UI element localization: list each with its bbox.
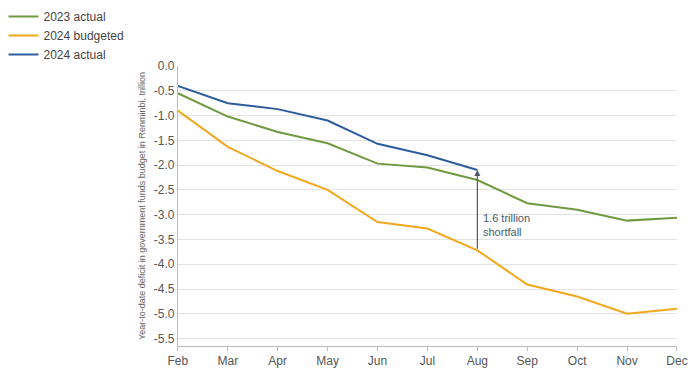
svg-text:-2.5: -2.5 <box>154 183 175 197</box>
svg-text:Dec: Dec <box>666 354 687 368</box>
svg-text:Mar: Mar <box>217 354 238 368</box>
svg-text:-1.5: -1.5 <box>154 134 175 148</box>
svg-text:Jun: Jun <box>368 354 387 368</box>
svg-text:2024 actual: 2024 actual <box>44 48 106 62</box>
svg-text:2024 budgeted: 2024 budgeted <box>44 29 124 43</box>
svg-text:-3.5: -3.5 <box>154 233 175 247</box>
svg-text:0.0: 0.0 <box>158 59 175 73</box>
svg-text:-3.0: -3.0 <box>154 208 175 222</box>
svg-text:Aug: Aug <box>467 354 488 368</box>
svg-text:Apr: Apr <box>268 354 287 368</box>
svg-text:2023 actual: 2023 actual <box>44 10 106 24</box>
svg-text:-5.5: -5.5 <box>154 332 175 346</box>
svg-text:-0.5: -0.5 <box>154 84 175 98</box>
svg-text:1.6 trillionshortfall: 1.6 trillionshortfall <box>483 212 530 238</box>
svg-text:Sep: Sep <box>517 354 539 368</box>
svg-text:-2.0: -2.0 <box>154 158 175 172</box>
svg-text:Oct: Oct <box>568 354 587 368</box>
svg-text:Feb: Feb <box>168 354 189 368</box>
svg-text:-1.0: -1.0 <box>154 109 175 123</box>
svg-text:-4.5: -4.5 <box>154 282 175 296</box>
svg-text:Year-to-date deficit in govern: Year-to-date deficit in government funds… <box>137 72 147 340</box>
svg-text:-4.0: -4.0 <box>154 257 175 271</box>
svg-text:-5.0: -5.0 <box>154 307 175 321</box>
svg-text:Jul: Jul <box>420 354 435 368</box>
svg-text:May: May <box>316 354 339 368</box>
svg-text:Nov: Nov <box>616 354 637 368</box>
